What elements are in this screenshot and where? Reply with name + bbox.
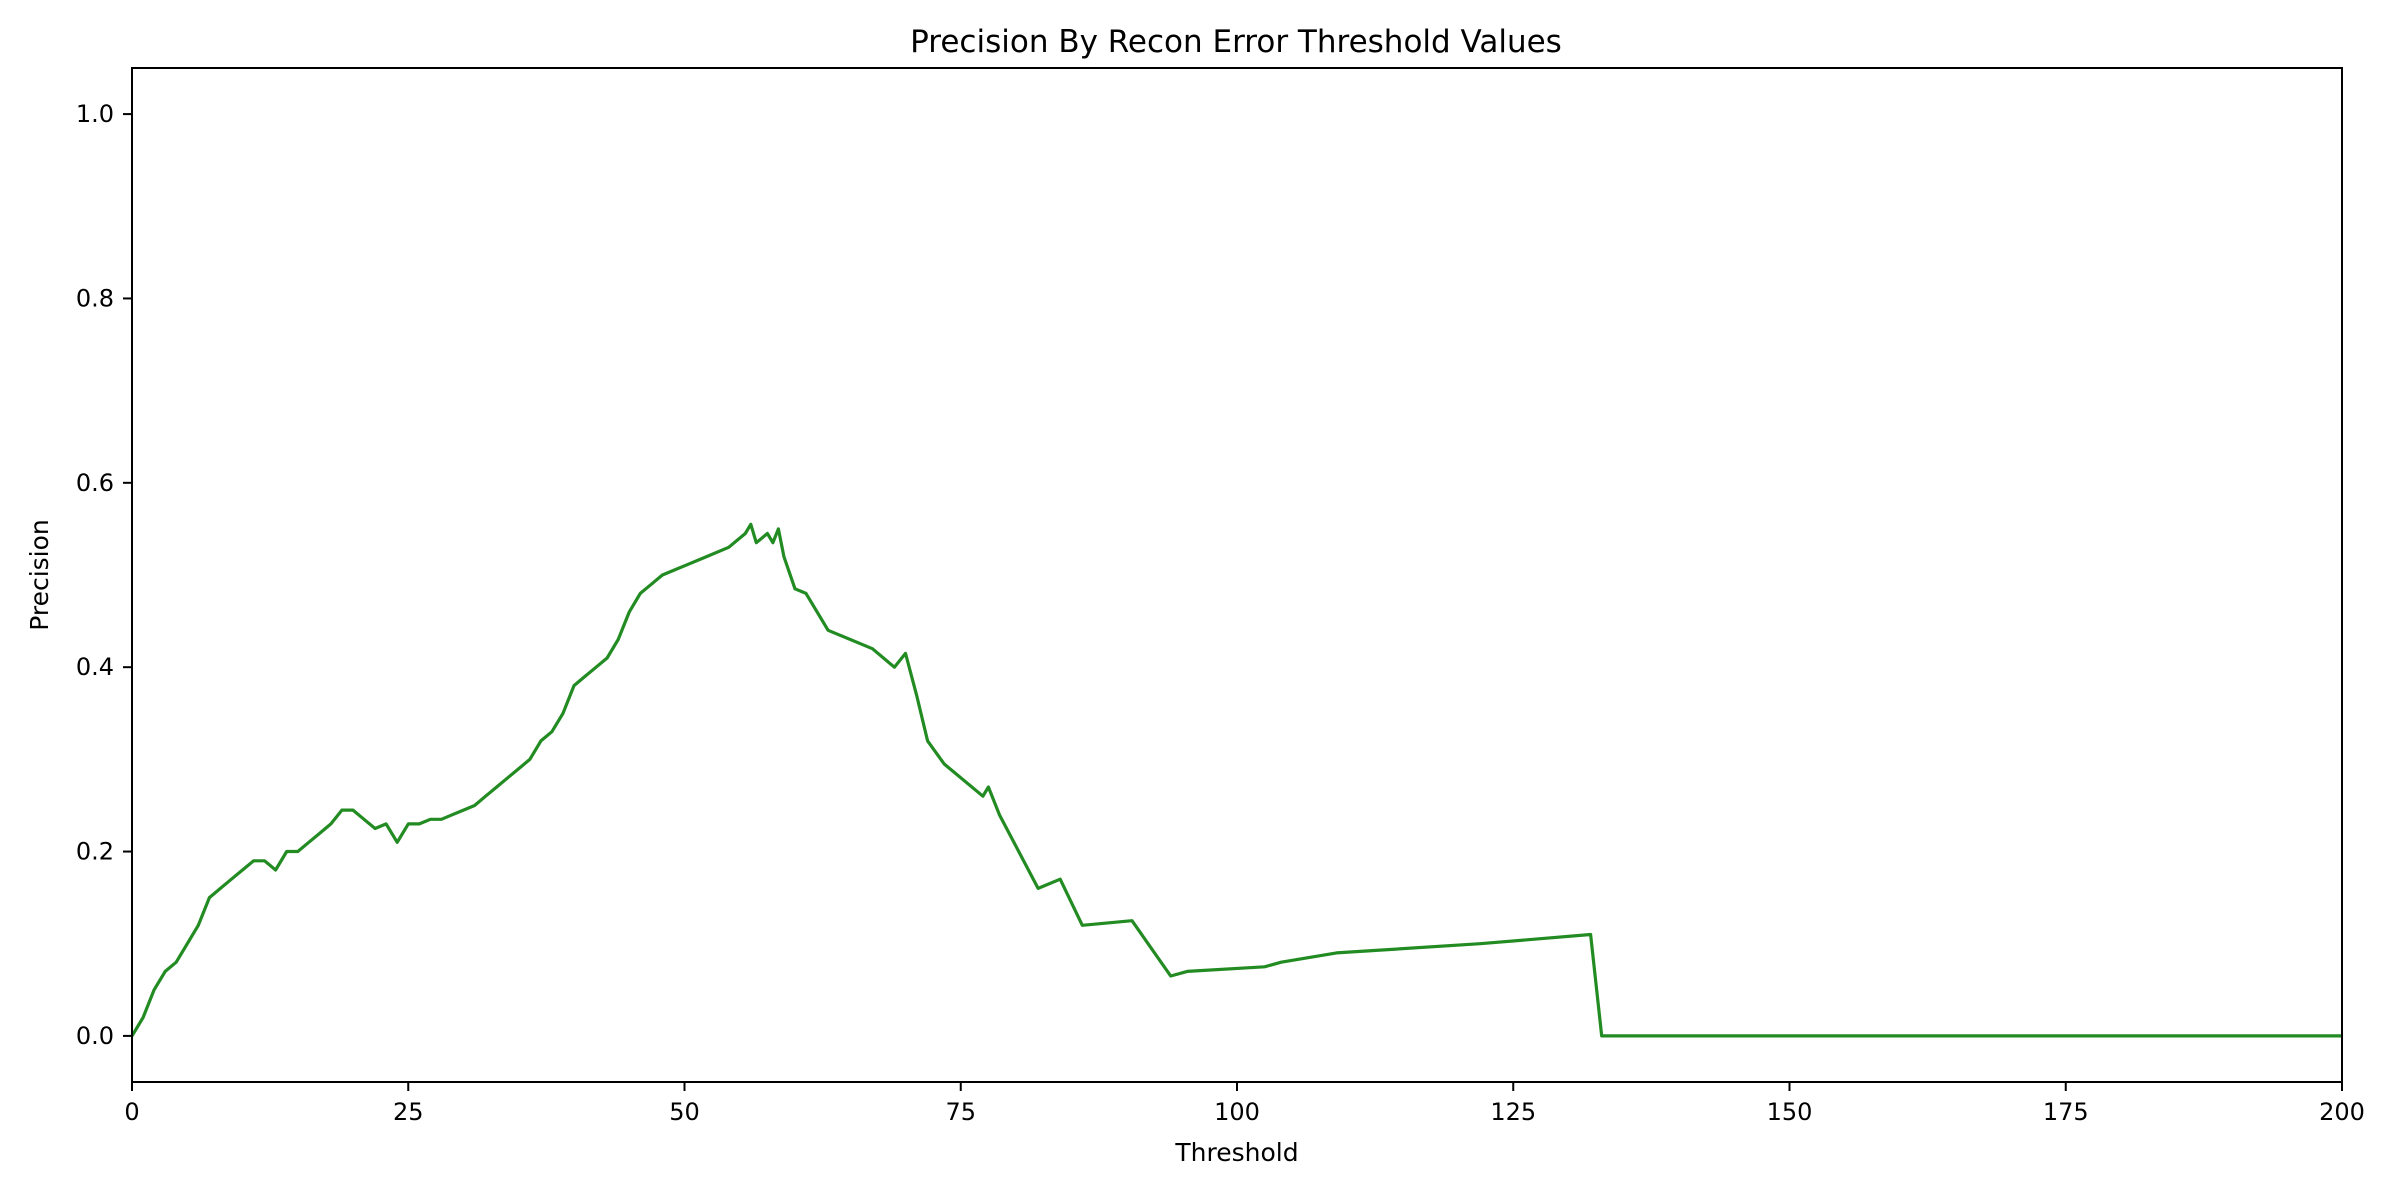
chart-title: Precision By Recon Error Threshold Value…	[910, 24, 1562, 60]
y-tick-label: 0.6	[76, 469, 114, 497]
y-axis: 0.0 0.2 0.4 0.6 0.8 1.0	[76, 100, 132, 1050]
x-axis-label: Threshold	[1174, 1138, 1298, 1167]
x-tick-label: 75	[945, 1098, 976, 1126]
x-tick-label: 150	[1767, 1098, 1813, 1126]
precision-line	[130, 522, 2342, 1038]
y-tick-label: 1.0	[76, 100, 114, 128]
x-tick-label: 50	[669, 1098, 700, 1126]
y-tick-label: 0.2	[76, 838, 114, 866]
y-tick-label: 0.4	[76, 653, 114, 681]
plot-frame	[131, 67, 2343, 1083]
y-tick-label: 0.8	[76, 284, 114, 312]
series-layer	[130, 522, 2342, 1038]
x-tick-label: 175	[2043, 1098, 2089, 1126]
x-tick-label: 25	[393, 1098, 424, 1126]
x-tick-label: 100	[1214, 1098, 1260, 1126]
x-tick-label: 200	[2319, 1098, 2365, 1126]
y-axis-label: Precision	[25, 519, 54, 631]
x-tick-label: 0	[124, 1098, 139, 1126]
x-tick-label: 125	[1490, 1098, 1536, 1126]
y-tick-label: 0.0	[76, 1022, 114, 1050]
x-axis: 0 25 50 75 100 125 150 175 200	[124, 1082, 2365, 1126]
